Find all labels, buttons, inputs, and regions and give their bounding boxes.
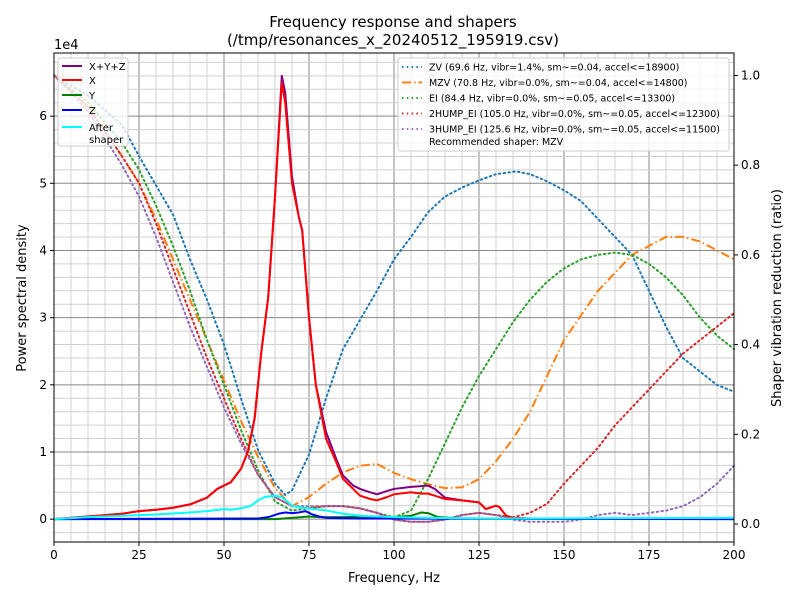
shaper-curve-0 bbox=[53, 74, 735, 497]
y-tick-label: 2 bbox=[39, 378, 47, 392]
y2-tick-label: 0.8 bbox=[741, 158, 760, 172]
shaper-legend-label: 2HUMP_EI (105.0 Hz, vibr=0.0%, sm~=0.05,… bbox=[429, 109, 720, 120]
y2-tick-label: 1.0 bbox=[741, 68, 760, 82]
x-tick-label: 200 bbox=[723, 548, 746, 562]
y-tick-label: 3 bbox=[39, 311, 47, 325]
x-tick-label: 100 bbox=[383, 548, 406, 562]
psd-legend-label: shaper bbox=[89, 135, 124, 146]
y2-tick-label: 0.0 bbox=[741, 517, 760, 531]
psd-curve-3 bbox=[53, 510, 735, 521]
shaper-legend-label: EI (84.4 Hz, vibr=0.0%, sm~=0.05, accel<… bbox=[429, 94, 675, 105]
psd-legend-label: Z bbox=[89, 106, 96, 117]
chart-title: Frequency response and shapers bbox=[269, 13, 517, 31]
y-tick-label: 5 bbox=[39, 176, 47, 190]
y2-tick-label: 0.4 bbox=[741, 338, 760, 352]
y-multiplier-label: 1e4 bbox=[54, 38, 79, 53]
y-axis-label: Power spectral density bbox=[15, 224, 30, 372]
x-tick-label: 125 bbox=[468, 548, 491, 562]
shaper-legend-box bbox=[397, 57, 730, 152]
y-tick-label: 6 bbox=[39, 109, 47, 123]
shaper-legend: ZV (69.6 Hz, vibr=1.4%, sm~=0.04, accel<… bbox=[397, 57, 730, 152]
psd-legend-label: After bbox=[89, 123, 114, 134]
y-tick-label: 1 bbox=[39, 445, 47, 459]
x-tick-label: 75 bbox=[301, 548, 316, 562]
shaper-curve-3 bbox=[53, 74, 735, 523]
recommended-shaper-label: Recommended shaper: MZV bbox=[429, 137, 564, 148]
y-tick-label: 4 bbox=[39, 243, 47, 257]
shaper-curve-1 bbox=[53, 74, 735, 508]
y2-axis-label: Shaper vibration reduction (ratio) bbox=[770, 189, 785, 407]
psd-legend-label: X+Y+Z bbox=[89, 62, 126, 73]
x-tick-label: 0 bbox=[50, 548, 58, 562]
x-tick-label: 25 bbox=[131, 548, 146, 562]
x-axis-label: Frequency, Hz bbox=[348, 571, 440, 586]
chart-subtitle: (/tmp/resonances_x_20240512_195919.csv) bbox=[227, 31, 559, 50]
y-tick-label: 0 bbox=[39, 512, 47, 526]
shaper-curve-2 bbox=[53, 74, 735, 519]
psd-curve-4 bbox=[53, 494, 735, 521]
x-tick-label: 175 bbox=[638, 548, 661, 562]
x-tick-label: 50 bbox=[216, 548, 231, 562]
shaper-legend-label: ZV (69.6 Hz, vibr=1.4%, sm~=0.04, accel<… bbox=[429, 63, 679, 74]
y2-tick-label: 0.6 bbox=[741, 248, 760, 262]
axis-ticks: 0 25 50 75 100 125 150 175 200 0 1 2 3 4 5 6 0.0 0.2 0.4 0.… bbox=[39, 68, 760, 562]
shaper-curves bbox=[53, 74, 735, 523]
x-tick-label: 150 bbox=[553, 548, 576, 562]
shaper-curve-4 bbox=[53, 74, 735, 523]
shaper-legend-label: 3HUMP_EI (125.6 Hz, vibr=0.0%, sm~=0.05,… bbox=[429, 125, 720, 136]
psd-legend-label: X bbox=[89, 76, 96, 87]
psd-curve-1 bbox=[53, 81, 734, 521]
psd-legend-label: Y bbox=[88, 91, 96, 102]
shaper-legend-label: MZV (70.8 Hz, vibr=0.0%, sm~=0.04, accel… bbox=[429, 78, 688, 89]
psd-curves bbox=[53, 74, 735, 521]
y2-tick-label: 0.2 bbox=[741, 427, 760, 441]
